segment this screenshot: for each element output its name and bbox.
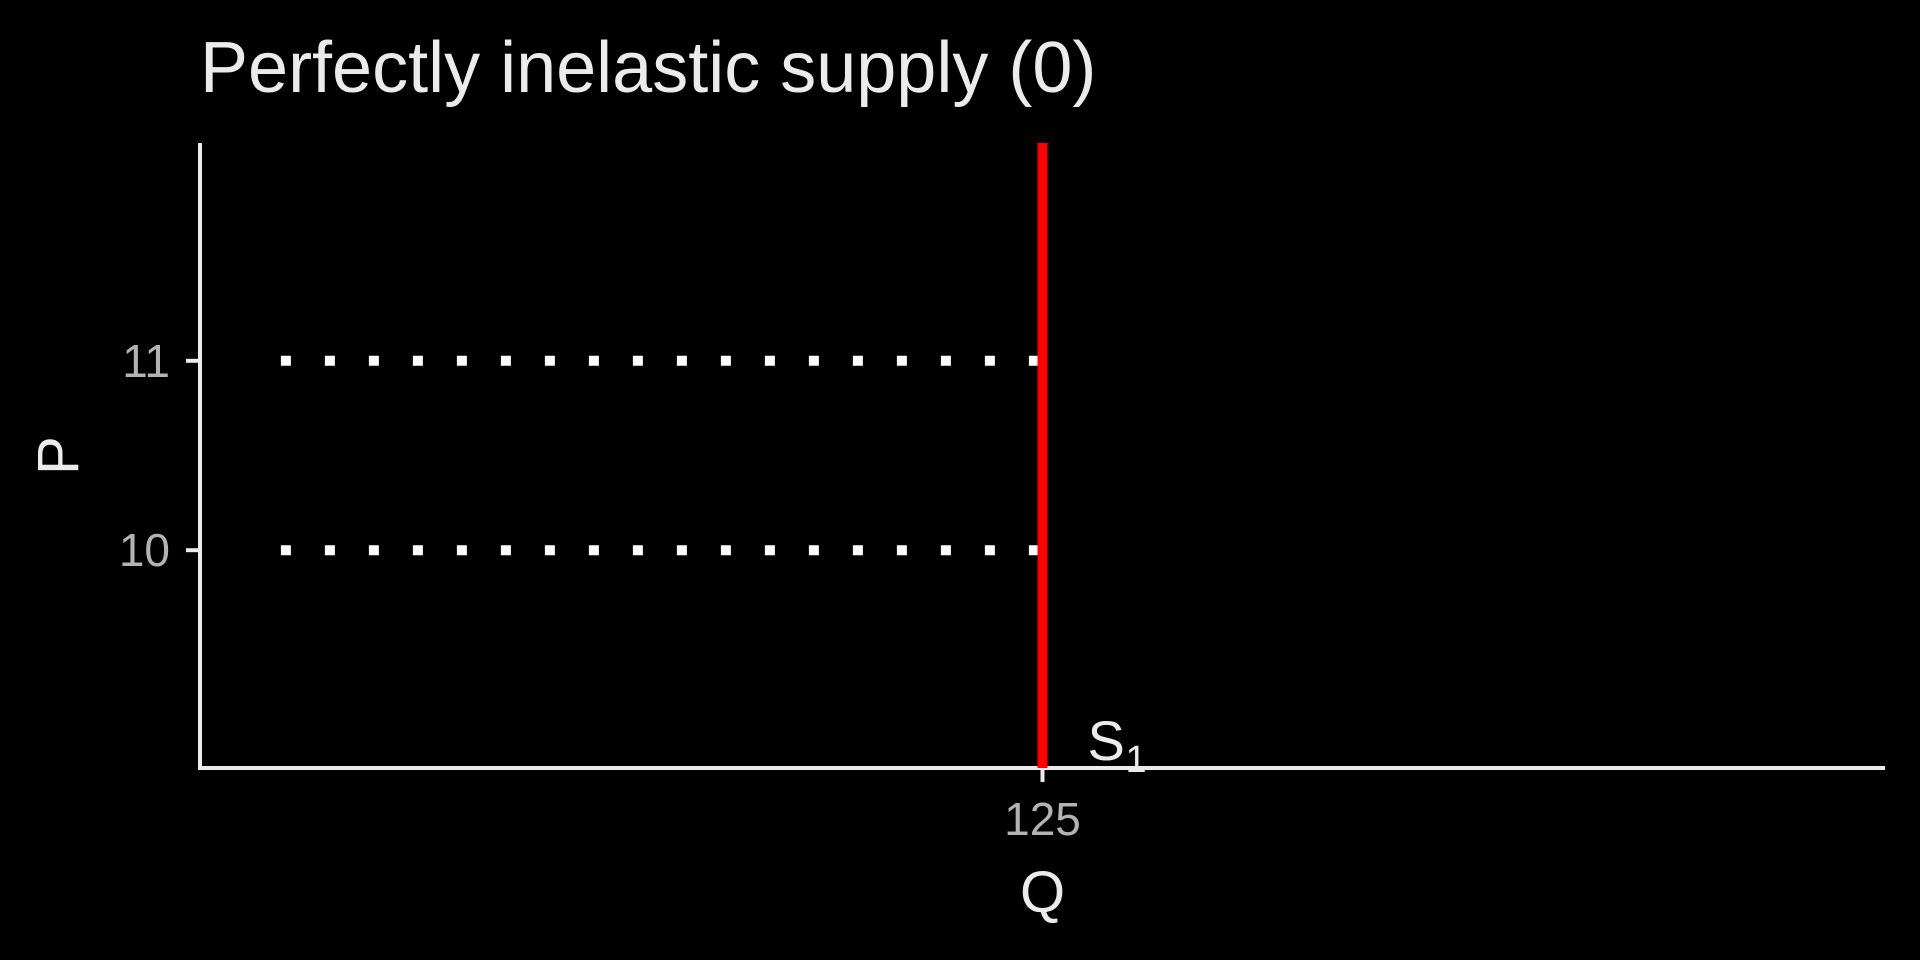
- series-label-sub-s1: 1: [1126, 739, 1147, 781]
- y-tick-label-10: 10: [119, 524, 170, 576]
- chart-title: Perfectly inelastic supply (0): [200, 28, 1096, 108]
- x-tick-label-125: 125: [1004, 793, 1081, 845]
- y-tick-label-11: 11: [122, 335, 170, 387]
- x-axis-title: Q: [1020, 860, 1065, 925]
- y-axis-title: P: [26, 436, 91, 475]
- series-label-s1: S: [1088, 709, 1125, 772]
